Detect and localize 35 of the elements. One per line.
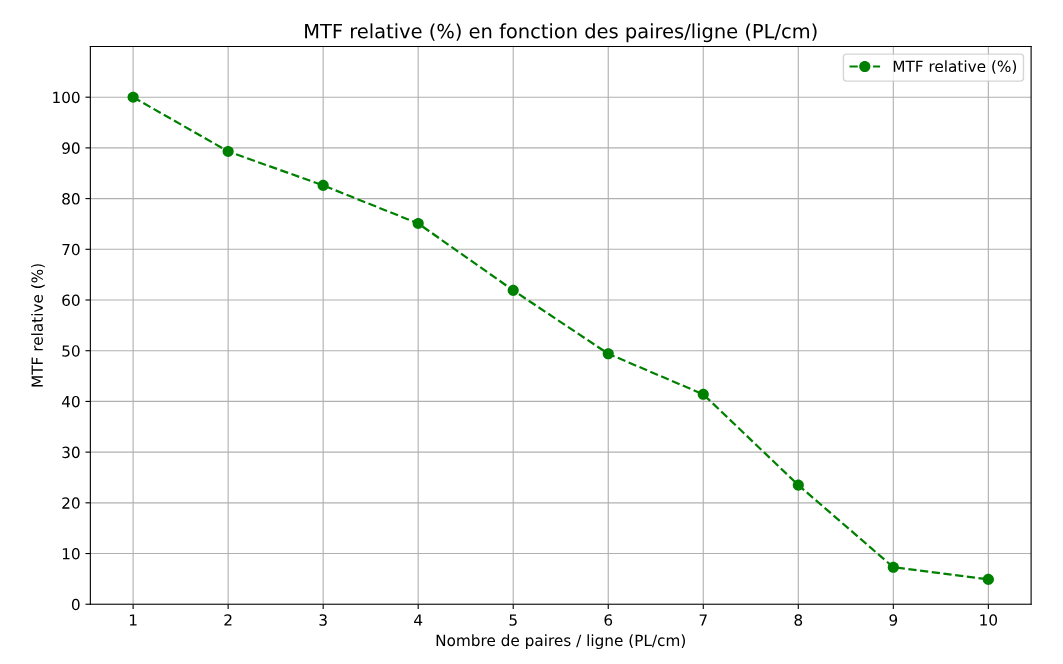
y-tick-label: 80	[62, 193, 80, 205]
legend-label: MTF relative (%)	[893, 60, 1017, 74]
x-tick-label: 6	[604, 614, 613, 626]
x-axis-title: Nombre de paires / ligne (PL/cm)	[436, 634, 685, 650]
x-tick-label: 7	[699, 614, 707, 626]
point	[602, 348, 614, 360]
y-tick-label: 70	[62, 243, 80, 256]
x-tick-label: 5	[509, 614, 517, 626]
point	[982, 573, 994, 585]
y-tick-label: 50	[62, 345, 80, 357]
point	[507, 284, 519, 296]
x-tick-label: 1	[129, 614, 137, 626]
x-tick-label: 3	[319, 614, 327, 626]
y-tick-label: 30	[62, 446, 80, 459]
x-tick-label: 10	[980, 614, 998, 626]
x-tick-label: 9	[889, 614, 898, 626]
y-tick-label: 10	[62, 548, 80, 560]
y-axis-title: MTF relative (%)	[31, 264, 45, 387]
point	[127, 91, 139, 103]
x-tick-label: 2	[224, 614, 232, 626]
point	[887, 561, 899, 573]
x-tick-label: 4	[414, 614, 423, 626]
point	[412, 217, 424, 229]
point	[222, 145, 234, 157]
y-tick-label: 60	[62, 294, 80, 307]
y-tick-label: 0	[71, 598, 80, 611]
y-tick-label: 90	[62, 142, 80, 154]
y-tick-label: 100	[53, 91, 80, 104]
point	[317, 179, 329, 191]
point	[697, 388, 709, 400]
x-tick-label: 8	[794, 614, 803, 626]
y-tick-label: 40	[61, 395, 80, 408]
chart-title: MTF relative (%) en fonction des paires/ligne (PL/cm)	[305, 23, 817, 43]
y-tick-label: 20	[62, 497, 80, 509]
point	[792, 479, 804, 491]
